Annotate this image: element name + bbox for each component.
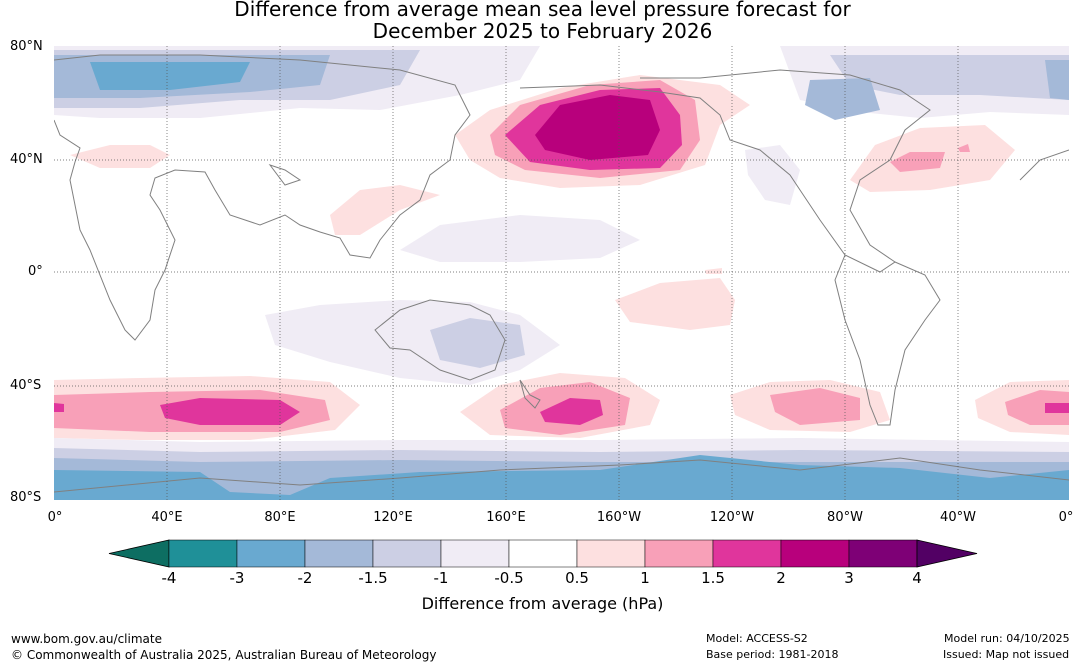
- map-title-line-1: Difference from average mean sea level p…: [234, 0, 851, 21]
- colorbar-tick: -1.5: [358, 569, 388, 587]
- north-pacific-high-anomaly: [455, 75, 750, 188]
- lat-label-80s: 80°S: [10, 490, 42, 505]
- lon-label-120w: 120°W: [709, 510, 755, 525]
- colorbar-label: Difference from average (hPa): [421, 594, 664, 613]
- lon-label-40w: 40°W: [940, 510, 976, 525]
- eurasia-small-high-anomaly: [70, 145, 170, 168]
- graticule: [54, 46, 1069, 500]
- lon-label-0-right: 0°: [1058, 510, 1074, 525]
- australia-low-anomaly: [430, 318, 525, 368]
- footer-issued: Issued: Map not issued: [943, 648, 1070, 661]
- lon-label-160w: 160°W: [596, 510, 642, 525]
- east-asia-high-anomaly: [330, 185, 440, 235]
- colorbar-tick: -2: [297, 569, 313, 587]
- colorbar-tick: 4: [912, 569, 922, 587]
- colorbar-tick: -3: [229, 569, 245, 587]
- colorbar-tick: 1: [640, 569, 650, 587]
- lat-label-80n: 80°N: [10, 39, 43, 54]
- south-pacific-high-anomaly: [615, 278, 735, 330]
- lat-label-equator: 0°: [28, 264, 43, 279]
- colorbar-tick: 0.5: [565, 569, 589, 587]
- lon-label-40e: 40°E: [151, 510, 183, 525]
- colorbar-tick: -4: [161, 569, 177, 587]
- footer-base-period: Base period: 1981-2018: [706, 648, 839, 661]
- colorbar-tick: 3: [844, 569, 854, 587]
- arctic-low-anomaly: [54, 46, 1069, 120]
- lat-label-40s: 40°S: [10, 378, 42, 393]
- colorbar-tick: 1.5: [701, 569, 725, 587]
- footer-model: Model: ACCESS-S2: [706, 632, 808, 645]
- colorbar-tick: 2: [776, 569, 786, 587]
- lon-label-80w: 80°W: [827, 510, 863, 525]
- north-atlantic-high-anomaly: [850, 125, 1015, 192]
- lon-label-120e: 120°E: [373, 510, 413, 525]
- lon-label-80e: 80°E: [264, 510, 296, 525]
- colorbar-tick: -0.5: [494, 569, 524, 587]
- colorbar-tick: -1: [433, 569, 449, 587]
- footer-model-run: Model run: 04/10/2025: [944, 632, 1070, 645]
- lat-label-40n: 40°N: [10, 152, 43, 167]
- footer-copyright: © Commonwealth of Australia 2025, Austra…: [11, 648, 437, 662]
- tropical-pacific-weak-low: [400, 215, 640, 262]
- lon-label-0-left: 0°: [47, 510, 63, 525]
- map-title-line-2: December 2025 to February 2026: [372, 19, 713, 43]
- lon-label-160e: 160°E: [486, 510, 526, 525]
- antarctic-low-anomaly-belt: [54, 438, 1069, 500]
- footer-url[interactable]: www.bom.gov.au/climate: [11, 632, 162, 646]
- southern-high-anomaly-belt: [54, 373, 1069, 440]
